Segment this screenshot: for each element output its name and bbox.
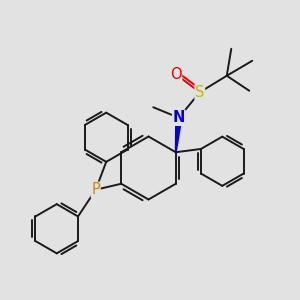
Text: O: O — [170, 67, 182, 82]
Polygon shape — [176, 118, 182, 152]
Text: S: S — [195, 85, 205, 100]
Text: P: P — [91, 182, 100, 197]
Text: N: N — [172, 110, 185, 125]
